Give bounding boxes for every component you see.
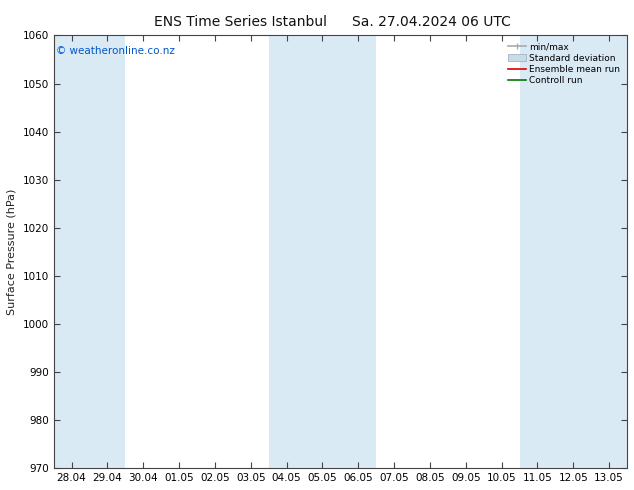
Bar: [519, 35, 627, 468]
Bar: [269, 35, 376, 468]
Legend: min/max, Standard deviation, Ensemble mean run, Controll run: min/max, Standard deviation, Ensemble me…: [505, 40, 623, 88]
Bar: [54, 35, 126, 468]
Y-axis label: Surface Pressure (hPa): Surface Pressure (hPa): [7, 189, 17, 315]
Text: © weatheronline.co.nz: © weatheronline.co.nz: [56, 46, 176, 56]
Text: Sa. 27.04.2024 06 UTC: Sa. 27.04.2024 06 UTC: [352, 15, 510, 29]
Text: ENS Time Series Istanbul: ENS Time Series Istanbul: [155, 15, 327, 29]
